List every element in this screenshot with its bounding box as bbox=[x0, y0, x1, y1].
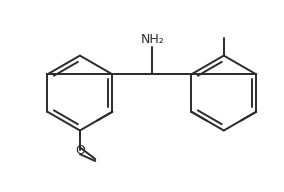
Text: NH₂: NH₂ bbox=[141, 33, 165, 46]
Text: O: O bbox=[75, 144, 85, 157]
